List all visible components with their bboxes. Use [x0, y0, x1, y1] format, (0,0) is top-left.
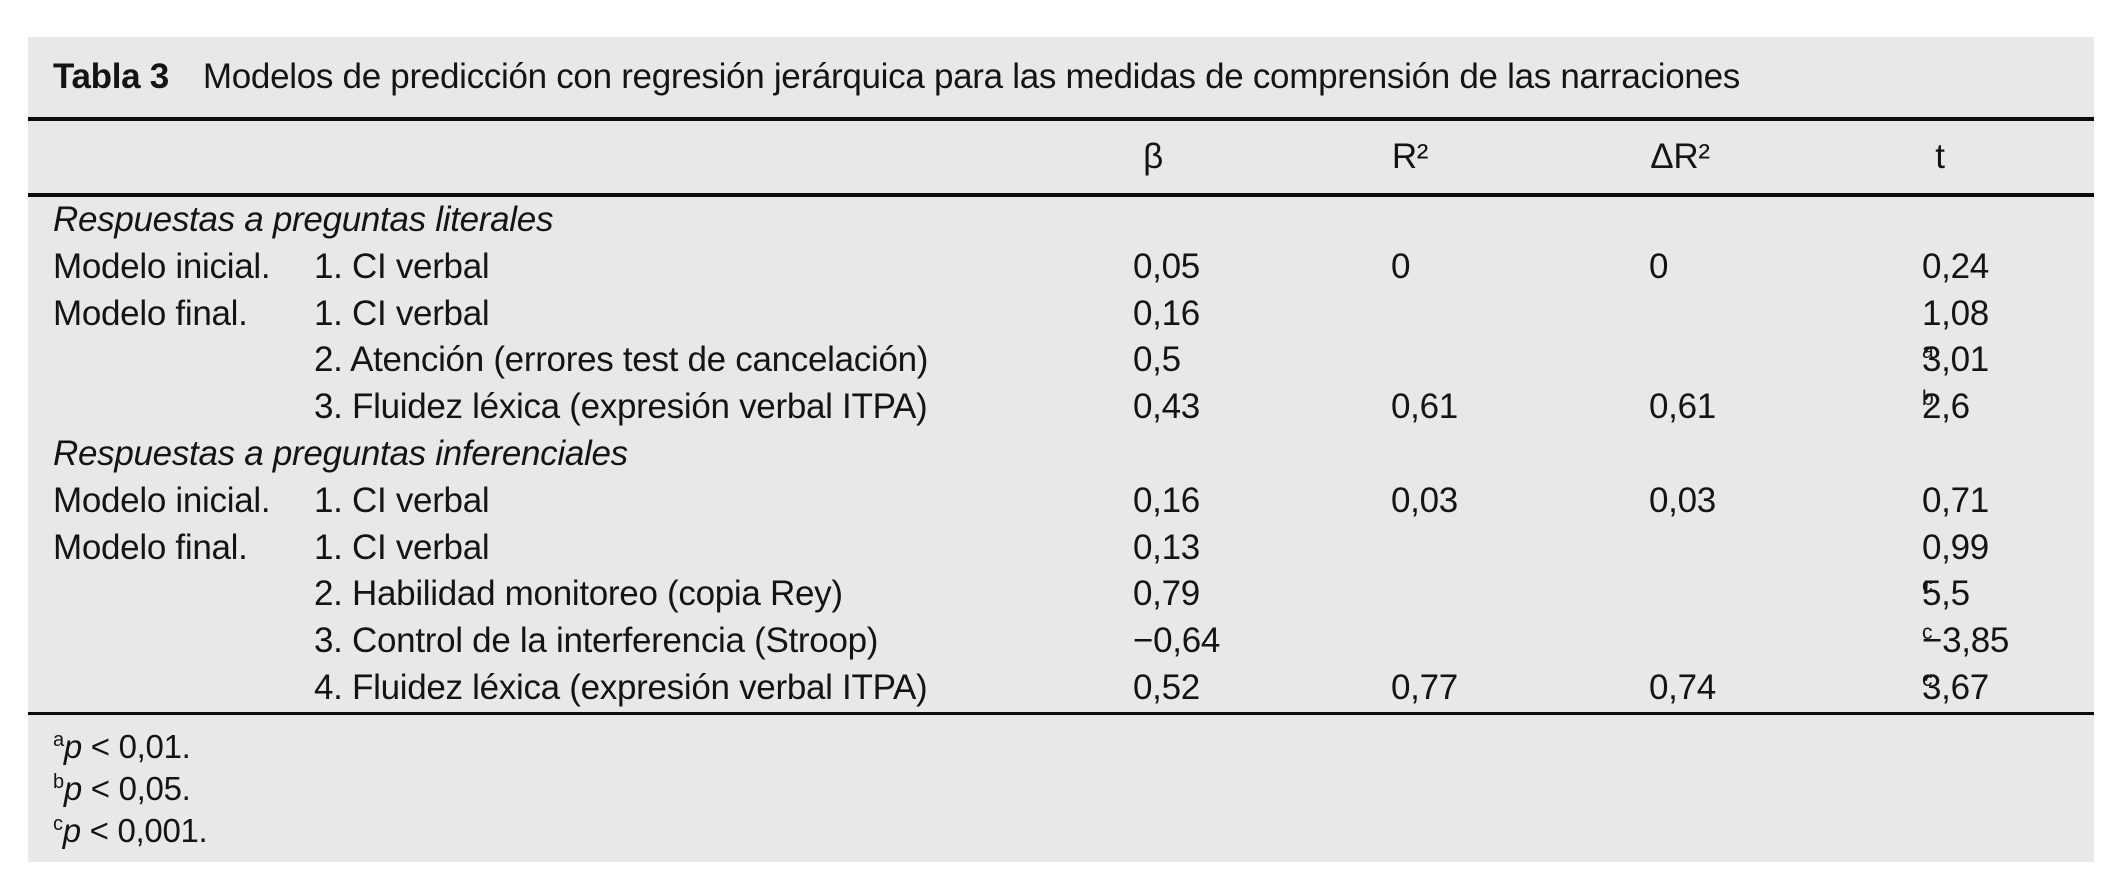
table-row: 3. Control de la interferencia (Stroop) …: [28, 618, 2094, 665]
cell-predictor: 2. Atención (errores test de cancelación…: [314, 340, 929, 380]
section-row: Respuestas a preguntas inferenciales: [28, 431, 2094, 478]
section-label: Respuestas a preguntas literales: [53, 200, 554, 239]
cell-t: 5,5 c: [1922, 574, 1970, 614]
column-header-r2: R²: [1391, 137, 1429, 176]
table-row: 2. Atención (errores test de cancelación…: [28, 337, 2094, 384]
table-row: Modelo inicial. 1. CI verbal 0,05 0 0 0,…: [28, 244, 2094, 291]
divider-header: [28, 193, 2094, 197]
section-label: Respuestas a preguntas inferenciales: [53, 433, 628, 473]
footnote-variable: p: [63, 770, 82, 807]
cell-model: Modelo final.: [53, 293, 248, 333]
table-row: 2. Habilidad monitoreo (copia Rey) 0,79 …: [28, 571, 2094, 618]
cell-r2: 0: [1391, 246, 1411, 286]
cell-beta: −0,64: [1133, 621, 1221, 661]
divider-bottom: [28, 712, 2094, 715]
cell-t: 3,01 a: [1922, 340, 1989, 380]
cell-beta: 0,16: [1133, 293, 1200, 333]
cell-beta: 0,13: [1133, 527, 1200, 567]
section-row: Respuestas a preguntas literales: [28, 197, 2094, 244]
footnote-variable: p: [62, 812, 81, 849]
cell-predictor: 1. CI verbal: [314, 246, 490, 286]
significance-superscript: c: [1922, 667, 1933, 691]
cell-model: Modelo inicial.: [53, 480, 271, 520]
footnote-text: < 0,05.: [81, 770, 191, 807]
cell-model: Modelo final.: [53, 527, 248, 567]
footnotes: ap < 0,01. bp < 0,05. cp < 0,001.: [53, 726, 208, 852]
cell-r2: 0,61: [1391, 387, 1458, 427]
footnote-marker: c: [53, 813, 63, 835]
table-row: 3. Fluidez léxica (expresión verbal ITPA…: [28, 384, 2094, 431]
table-row: Modelo inicial. 1. CI verbal 0,16 0,03 0…: [28, 478, 2094, 525]
footnote-a: ap < 0,01.: [53, 726, 207, 768]
table-row: Modelo final. 1. CI verbal 0,13 0,99: [28, 525, 2094, 572]
footnote-text: < 0,01.: [81, 728, 191, 765]
footnote-c: cp < 0,001.: [53, 810, 208, 852]
cell-beta: 0,16: [1133, 480, 1200, 520]
footnote-b: bp < 0,05.: [53, 768, 207, 810]
cell-r2: 0,03: [1391, 480, 1458, 520]
table-row: Modelo final. 1. CI verbal 0,16 1,08: [28, 291, 2094, 338]
cell-delta-r2: 0,74: [1649, 667, 1716, 707]
table-label: Tabla 3: [53, 57, 169, 96]
column-header-t: t: [1935, 137, 1945, 176]
column-header-row: β R² ΔR² t: [28, 121, 2094, 193]
table-row: 4. Fluidez léxica (expresión verbal ITPA…: [28, 665, 2094, 712]
cell-predictor: 1. CI verbal: [314, 293, 490, 333]
significance-superscript: c: [1922, 574, 1933, 598]
cell-beta: 0,79: [1133, 574, 1200, 614]
cell-predictor: 2. Habilidad monitoreo (copia Rey): [314, 574, 843, 614]
footnote-marker: a: [53, 729, 64, 751]
cell-predictor: 1. CI verbal: [314, 480, 490, 520]
cell-t: 2,6 b: [1922, 387, 1970, 427]
significance-superscript: a: [1922, 340, 1934, 364]
cell-beta: 0,05: [1133, 246, 1200, 286]
column-header-delta-r2: ΔR²: [1650, 137, 1710, 176]
cell-predictor: 4. Fluidez léxica (expresión verbal ITPA…: [314, 667, 928, 707]
cell-beta: 0,52: [1133, 667, 1200, 707]
cell-t: 3,67 c: [1922, 667, 1989, 707]
cell-beta: 0,43: [1133, 387, 1200, 427]
footnote-text: < 0,001.: [80, 812, 208, 849]
cell-predictor: 1. CI verbal: [314, 527, 490, 567]
column-header-beta: β: [1143, 137, 1163, 176]
cell-r2: 0,77: [1391, 667, 1458, 707]
cell-predictor: 3. Fluidez léxica (expresión verbal ITPA…: [314, 387, 928, 427]
footnote-variable: p: [63, 728, 82, 765]
divider-top: [28, 117, 2094, 121]
table-body: Respuestas a preguntas literales Modelo …: [28, 197, 2094, 712]
footnote-marker: b: [53, 771, 64, 793]
significance-superscript: b: [1922, 387, 1934, 411]
table-3-card: Tabla 3 Modelos de predicción con regres…: [28, 37, 2094, 862]
table-caption: Tabla 3 Modelos de predicción con regres…: [53, 37, 2074, 117]
cell-delta-r2: 0: [1649, 246, 1669, 286]
cell-t: −3,85 c: [1922, 621, 2010, 661]
cell-predictor: 3. Control de la interferencia (Stroop): [314, 621, 879, 661]
significance-superscript: c: [1922, 621, 1933, 645]
cell-delta-r2: 0,03: [1649, 480, 1716, 520]
cell-model: Modelo inicial.: [53, 246, 271, 286]
table-title: Modelos de predicción con regresión jerá…: [202, 57, 1740, 96]
cell-beta: 0,5: [1133, 340, 1181, 380]
cell-delta-r2: 0,61: [1649, 387, 1716, 427]
